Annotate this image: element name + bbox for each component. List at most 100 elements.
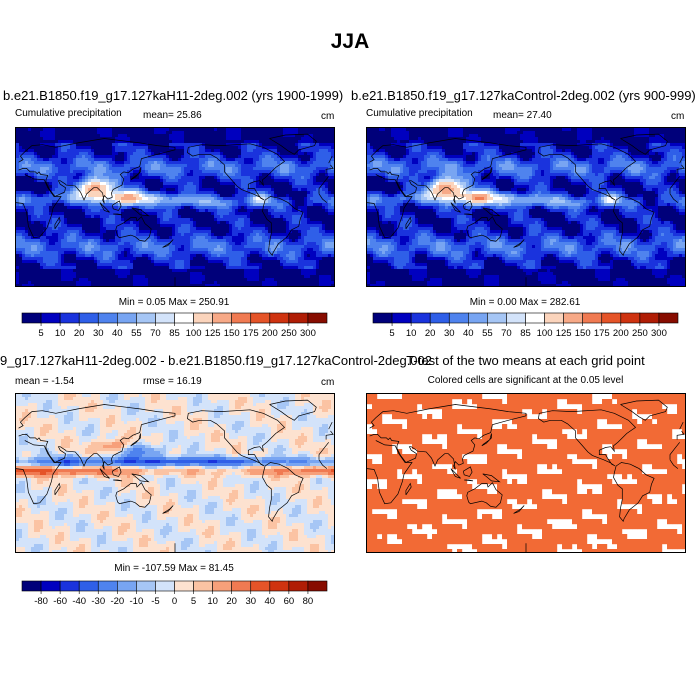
grid-cell [37, 203, 41, 207]
grid-cell [247, 245, 251, 249]
grid-cell [97, 254, 101, 258]
grid-cell [151, 131, 155, 135]
grid-cell [133, 218, 137, 222]
grid-cell [58, 152, 62, 156]
grid-cell [190, 164, 194, 168]
grid-cell [268, 188, 272, 192]
grid-cell [49, 170, 53, 174]
grid-cell [169, 263, 173, 267]
grid-cell [61, 203, 65, 207]
grid-cell [265, 266, 269, 270]
grid-cell [319, 179, 323, 183]
grid-cell [271, 176, 275, 180]
grid-cell [82, 179, 86, 183]
grid-cell [247, 149, 251, 153]
grid-cell [22, 224, 26, 228]
grid-cell [271, 206, 275, 210]
grid-cell [220, 164, 224, 168]
grid-cell [262, 185, 266, 189]
grid-cell [211, 155, 215, 159]
grid-cell [112, 146, 116, 150]
grid-cell [280, 224, 284, 228]
grid-cell [277, 218, 281, 222]
grid-cell [223, 215, 227, 219]
grid-cell [112, 251, 116, 255]
grid-cell [280, 197, 284, 201]
grid-cell [310, 236, 314, 240]
grid-cell [271, 200, 275, 204]
grid-cell [112, 221, 116, 225]
grid-cell [250, 266, 254, 270]
grid-cell [76, 146, 80, 150]
grid-cell [202, 134, 206, 138]
grid-cell [82, 167, 86, 171]
grid-cell [274, 167, 278, 171]
grid-cell [91, 140, 95, 144]
grid-cell [163, 215, 167, 219]
grid-cell [211, 233, 215, 237]
grid-cell [217, 266, 221, 270]
grid-cell [232, 248, 236, 252]
grid-cell [310, 161, 314, 165]
grid-cell [133, 233, 137, 237]
grid-cell [313, 209, 317, 213]
grid-cell [82, 194, 86, 198]
grid-cell [244, 188, 248, 192]
grid-cell [226, 218, 230, 222]
grid-cell [193, 203, 197, 207]
grid-cell [304, 266, 308, 270]
grid-cell [145, 197, 149, 201]
grid-cell [277, 266, 281, 270]
grid-cell [226, 194, 230, 198]
grid-cell [286, 143, 290, 147]
grid-cell [220, 263, 224, 267]
grid-cell [34, 191, 38, 195]
grid-cell [136, 263, 140, 267]
grid-cell [217, 137, 221, 141]
grid-cell [88, 227, 92, 231]
grid-cell [280, 161, 284, 165]
grid-cell [292, 224, 296, 228]
grid-cell [289, 248, 293, 252]
grid-cell [313, 236, 317, 240]
grid-cell [319, 146, 323, 150]
grid-cell [148, 170, 152, 174]
grid-cell [52, 242, 56, 246]
grid-cell [46, 176, 50, 180]
grid-cell [181, 263, 185, 267]
grid-cell [136, 134, 140, 138]
grid-cell [70, 128, 74, 132]
grid-cell [304, 176, 308, 180]
grid-cell [139, 230, 143, 234]
grid-cell [142, 218, 146, 222]
grid-cell [121, 143, 125, 147]
grid-cell [82, 149, 86, 153]
grid-cell [148, 221, 152, 225]
grid-cell [304, 203, 308, 207]
grid-cell [286, 239, 290, 243]
grid-cell [256, 182, 260, 186]
grid-cell [268, 215, 272, 219]
grid-cell [70, 218, 74, 222]
grid-cell [187, 206, 191, 210]
grid-cell [283, 146, 287, 150]
grid-cell [205, 257, 209, 261]
grid-cell [322, 188, 326, 192]
grid-cell [238, 152, 242, 156]
grid-cell [208, 260, 212, 264]
grid-cell [310, 188, 314, 192]
grid-cell [256, 197, 260, 201]
grid-cell [22, 185, 26, 189]
grid-cell [253, 167, 257, 171]
grid-cell [64, 179, 68, 183]
grid-cell [31, 140, 35, 144]
grid-cell [271, 236, 275, 240]
grid-cell [325, 215, 329, 219]
grid-cell [208, 197, 212, 201]
grid-cell [109, 191, 113, 195]
grid-cell [61, 155, 65, 159]
grid-cell [76, 143, 80, 147]
grid-cell [283, 161, 287, 165]
grid-cell [274, 137, 278, 141]
grid-cell [67, 191, 71, 195]
